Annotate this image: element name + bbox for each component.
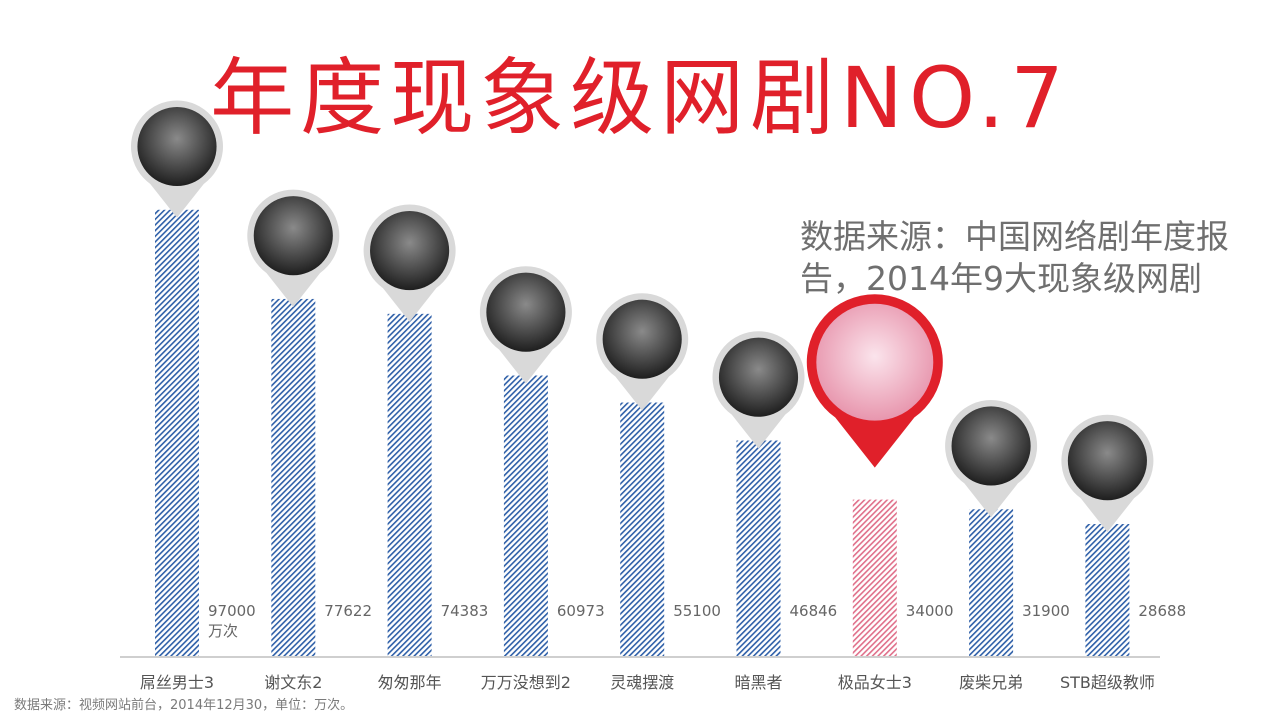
poster-thumbnail-3 xyxy=(370,210,450,291)
poster-thumbnail-4 xyxy=(486,272,566,352)
bar-8 xyxy=(969,509,1014,656)
bar-7 xyxy=(852,499,897,656)
page-title: 年度现象级网剧NO.7 xyxy=(210,49,1070,147)
value-label-6: 46846 xyxy=(790,602,838,620)
value-label-2: 77622 xyxy=(324,602,372,620)
category-label-9: STB超级教师 xyxy=(1060,673,1155,692)
poster-thumbnail-6 xyxy=(718,337,799,417)
poster-thumbnail-1 xyxy=(137,106,217,187)
value-unit-label: 万次 xyxy=(208,622,238,640)
bar-5 xyxy=(620,402,665,656)
pin-marker-3 xyxy=(363,204,456,322)
pin-marker-4 xyxy=(479,266,572,384)
pin-marker-1 xyxy=(131,100,224,218)
value-label-8: 31900 xyxy=(1022,602,1070,620)
bar-3 xyxy=(387,313,432,656)
category-label-4: 万万没想到2 xyxy=(481,673,571,692)
pin-marker-2 xyxy=(247,189,340,307)
value-label-9: 28688 xyxy=(1138,602,1186,620)
poster-thumbnail-2 xyxy=(253,196,333,276)
bar-4 xyxy=(503,375,548,656)
category-label-5: 灵魂摆渡 xyxy=(610,673,674,692)
footnote: 数据来源：视频网站前台，2014年12月30，单位：万次。 xyxy=(14,698,354,713)
category-label-1: 屌丝男士3 xyxy=(140,673,214,692)
value-label-7: 34000 xyxy=(906,602,954,620)
pin-marker-6 xyxy=(712,331,805,449)
value-label-3: 74383 xyxy=(441,602,489,620)
poster-thumbnail-7 xyxy=(816,303,934,421)
category-label-3: 匆匆那年 xyxy=(378,673,442,692)
source-note: 数据来源：中国网络剧年度报告，2014年9大现象级网剧 xyxy=(800,217,1229,298)
highlight-pin-marker xyxy=(806,294,943,468)
pin-marker-9 xyxy=(1061,414,1154,533)
category-label-6: 暗黑者 xyxy=(734,673,782,692)
value-label-4: 60973 xyxy=(557,602,605,620)
pin-marker-8 xyxy=(945,399,1038,518)
value-label-1: 97000 xyxy=(208,602,256,620)
pin-marker-5 xyxy=(596,293,689,411)
category-label-8: 废柴兄弟 xyxy=(959,673,1023,692)
poster-thumbnail-8 xyxy=(951,406,1031,486)
bar-2 xyxy=(271,298,316,656)
value-label-5: 55100 xyxy=(673,602,721,620)
poster-thumbnail-5 xyxy=(602,299,682,379)
poster-thumbnail-9 xyxy=(1067,421,1147,501)
bar-1 xyxy=(155,209,199,657)
category-label-7: 极品女士3 xyxy=(838,673,912,692)
category-label-2: 谢文东2 xyxy=(264,673,322,692)
bar-6 xyxy=(736,440,781,656)
bar-9 xyxy=(1085,524,1130,656)
